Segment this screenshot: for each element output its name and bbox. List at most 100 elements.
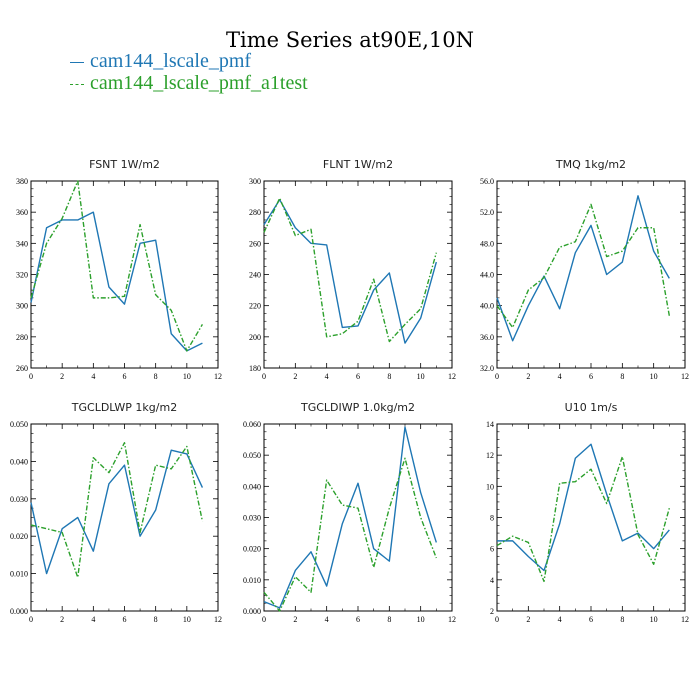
panel-5-xtick-label-3: 6 [356,615,360,624]
panel-1-series-1-line [30,211,203,352]
panel-5-title: TGCLDIWP 1.0kg/m2 [300,401,415,414]
panel-4-xtick-label-2: 4 [91,615,95,624]
panel-2-ytick-label-0: 180 [249,364,261,373]
panel-4-xtick-label-6: 12 [214,615,222,624]
panel-1-ytick-label-3: 320 [16,271,28,280]
panel-3-ytick-label-2: 40.0 [480,302,494,311]
panel-2-ytick-label-6: 300 [249,177,261,186]
panel-4-ytick-label-0: 0.000 [10,607,28,616]
panel-1-xtick-label-3: 6 [123,372,127,381]
panel-1-xtick-label-5: 10 [183,372,191,381]
panel-2-series-2-line [263,197,438,343]
panel-1-xtick-label-2: 4 [91,372,95,381]
panel-2-title: FLNT 1W/m2 [323,158,393,171]
chart-title: Time Series at90E,10N [226,28,474,52]
panel-4-title: TGCLDLWP 1kg/m2 [71,401,177,414]
panel-1-ytick-label-6: 380 [16,177,28,186]
panel-4-xtick-label-5: 10 [183,615,191,624]
panel-4-xtick-label-4: 8 [154,615,158,624]
panel-3-ytick-label-3: 44.0 [480,271,494,280]
panel-1-ytick-label-4: 340 [16,239,28,248]
panel-3-xtick-label-4: 8 [620,372,624,381]
panel-6-ytick-label-4: 10 [486,482,494,491]
panel-6-ytick-label-6: 14 [486,420,494,429]
panel-5-ytick-label-4: 0.040 [243,482,261,491]
panel-4-frame [30,423,219,612]
panel-3-series-2-line [496,203,671,329]
panel-1-ytick-label-1: 280 [16,333,28,342]
panel-2-xtick-label-3: 6 [356,372,360,381]
panel-5-ytick-label-6: 0.060 [243,420,261,429]
panel-2-xtick-label-5: 10 [417,372,425,381]
panel-5-xtick-label-2: 4 [325,615,329,624]
panel-6-ytick-label-3: 8 [490,514,494,523]
panel-1-title: FSNT 1W/m2 [89,158,160,171]
panel-2-ytick-label-3: 240 [249,271,261,280]
panel-2-ytick-label-4: 260 [249,239,261,248]
panel-1-ytick-label-0: 260 [16,364,28,373]
panel-3-xtick-label-1: 2 [526,372,530,381]
panel-2-ytick-label-5: 280 [249,208,261,217]
panel-5-xtick-label-0: 0 [262,615,266,624]
panel-6-series-1-line [497,443,670,572]
panel-6-ytick-label-1: 4 [490,576,494,585]
panel-6-series-2-line [496,456,671,583]
panel-1-xtick-label-4: 8 [154,372,158,381]
panel-1-frame [30,180,219,369]
panel-3-xtick-label-5: 10 [650,372,658,381]
panel-5-xtick-label-4: 8 [387,615,391,624]
panel-4-ytick-label-3: 0.030 [10,495,28,504]
panel-2-frame [263,180,453,369]
panel-1-ytick-label-2: 300 [16,302,28,311]
panel-2-series-1-line [263,198,438,344]
panel-3-xtick-label-2: 4 [558,372,562,381]
panel-6-xtick-label-3: 6 [589,615,593,624]
panel-2-xtick-label-0: 0 [262,372,266,381]
legend-entry-2: cam144_lscale_pmf_a1test [70,72,308,95]
panel-1-series-2-line [30,180,204,352]
panel-6-ytick-label-2: 6 [490,545,494,554]
panel-1-xtick-label-6: 12 [214,372,222,381]
panel-2-xtick-label-6: 12 [448,372,456,381]
panel-6-xtick-label-2: 4 [558,615,562,624]
panel-4-series-2-line [30,442,204,579]
panel-5-xtick-label-6: 12 [448,615,456,624]
panel-6-xtick-label-5: 10 [650,615,658,624]
panel-2-xtick-label-4: 8 [387,372,391,381]
panel-6-xtick-label-6: 12 [681,615,689,624]
legend-label-1: cam144_lscale_pmf [90,50,252,72]
panel-4-xtick-label-0: 0 [29,615,33,624]
panel-1-ytick-label-5: 360 [16,208,28,217]
panel-3-xtick-label-0: 0 [495,372,499,381]
panel-3-ytick-label-4: 48.0 [480,239,494,248]
panel-3-ytick-label-1: 36.0 [480,333,494,342]
panel-5-ytick-label-3: 0.030 [243,514,261,523]
panel-6-ytick-label-0: 2 [490,607,494,616]
panel-2-xtick-label-2: 4 [325,372,329,381]
panel-6-xtick-label-0: 0 [495,615,499,624]
panel-6-xtick-label-1: 2 [526,615,530,624]
panel-5-xtick-label-1: 2 [293,615,297,624]
legend-swatch-2 [70,83,84,85]
panel-3-ytick-label-5: 52.0 [480,208,494,217]
panel-3-title: TMQ 1kg/m2 [555,158,626,171]
panel-4-ytick-label-4: 0.040 [10,457,28,466]
panel-4-ytick-label-2: 0.020 [10,532,28,541]
panel-5-ytick-label-1: 0.010 [243,576,261,585]
legend-label-2: cam144_lscale_pmf_a1test [90,72,308,94]
panel-6-frame [496,423,686,612]
panel-6-title: U10 1m/s [565,401,618,414]
panel-2-ytick-label-1: 200 [249,333,261,342]
panel-2-xtick-label-1: 2 [293,372,297,381]
panel-5-ytick-label-2: 0.020 [243,545,261,554]
panel-3-xtick-label-3: 6 [589,372,593,381]
panel-6-ytick-label-5: 12 [486,451,494,460]
panel-1-xtick-label-1: 2 [60,372,64,381]
legend-entry-1: cam144_lscale_pmf [70,50,251,73]
panel-3-ytick-label-0: 32.0 [480,364,494,373]
panel-5-series-1-line [263,426,437,609]
panel-4-ytick-label-5: 0.050 [10,420,28,429]
panel-3-series-1-line [496,195,670,342]
panel-4-ytick-label-1: 0.010 [10,570,28,579]
